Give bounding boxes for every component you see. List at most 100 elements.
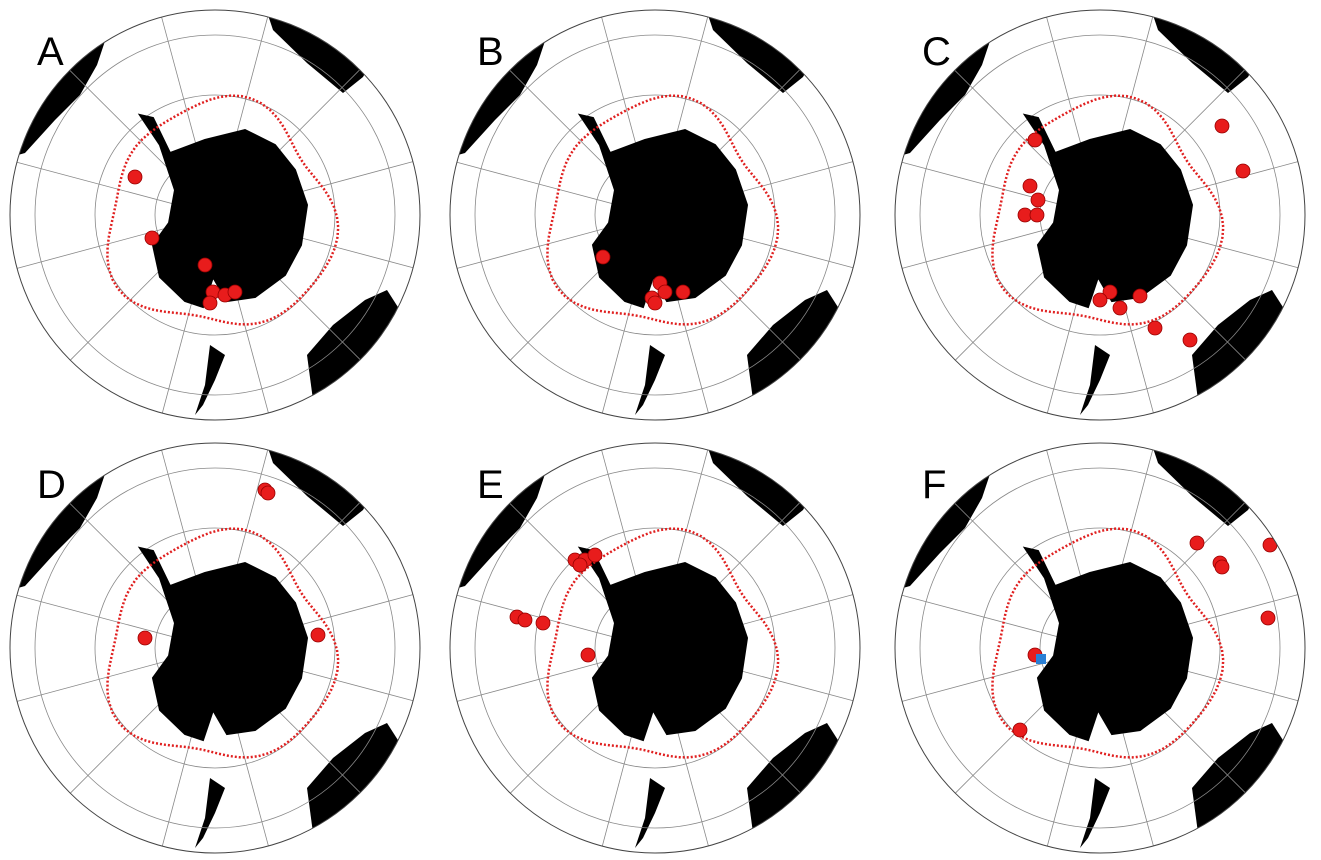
sighting <box>1189 535 1205 551</box>
panel-label: B <box>477 30 504 74</box>
panel-label: E <box>477 463 504 507</box>
landmass <box>703 443 830 526</box>
sighting <box>535 615 551 631</box>
landmass <box>195 778 225 848</box>
sighting <box>1030 192 1046 208</box>
landmass <box>450 10 560 160</box>
landmass <box>895 443 1005 593</box>
sighting <box>1132 288 1148 304</box>
landmass <box>10 443 120 593</box>
front-line <box>991 94 1225 326</box>
landmass <box>635 345 665 415</box>
map-panel: D <box>9 442 421 854</box>
sighting <box>197 257 213 273</box>
sighting <box>657 284 673 300</box>
sighting <box>310 627 326 643</box>
graticule <box>919 34 1281 396</box>
antarctica <box>137 113 309 309</box>
landmass <box>307 723 407 848</box>
landmass <box>747 290 847 415</box>
panel-label: F <box>922 463 946 507</box>
panel-label: D <box>37 463 66 507</box>
landmass <box>1148 10 1275 93</box>
landmass <box>10 10 120 160</box>
map-outline <box>894 442 1306 854</box>
sighting <box>1029 207 1045 223</box>
sighting <box>1260 610 1276 626</box>
graticule <box>979 527 1221 769</box>
antarctica <box>577 546 749 742</box>
sighting <box>1012 722 1028 738</box>
map-outline <box>894 9 1306 421</box>
front-line <box>106 94 340 326</box>
sighting <box>1112 300 1128 316</box>
graticule <box>919 467 1281 829</box>
sighting <box>595 249 611 265</box>
sighting <box>260 485 276 501</box>
sighting <box>647 295 663 311</box>
panel-label: C <box>922 30 951 74</box>
landmass <box>450 443 560 593</box>
sighting <box>227 284 243 300</box>
sighting <box>1235 163 1251 179</box>
graticule <box>34 34 396 396</box>
sighting <box>1102 284 1118 300</box>
landmass <box>747 723 847 848</box>
landmass <box>1080 345 1110 415</box>
sighting <box>1214 118 1230 134</box>
sighting <box>1262 537 1278 553</box>
sighting <box>127 169 143 185</box>
graticule <box>94 527 336 769</box>
landmass <box>895 10 1005 160</box>
front-line <box>546 527 780 759</box>
sighting <box>580 647 596 663</box>
sighting <box>1027 132 1043 148</box>
map-panel: A <box>9 9 421 421</box>
graticule <box>474 34 836 396</box>
sighting <box>675 284 691 300</box>
antarctica <box>137 546 309 742</box>
landmass <box>195 345 225 415</box>
map-panel: F <box>894 442 1306 854</box>
graticule <box>979 94 1221 336</box>
landmass <box>635 778 665 848</box>
landmass <box>263 10 390 93</box>
sighting <box>1092 292 1108 308</box>
map-outline <box>449 442 861 854</box>
sighting <box>1182 332 1198 348</box>
sighting <box>587 547 603 563</box>
antarctica <box>1022 546 1194 742</box>
landmass <box>1080 778 1110 848</box>
map-outline <box>9 442 421 854</box>
sighting <box>1147 320 1163 336</box>
front-line <box>106 527 340 759</box>
landmass <box>703 10 830 93</box>
landmass <box>1192 723 1292 848</box>
sighting <box>572 557 588 573</box>
landmass <box>263 443 390 526</box>
graticule <box>534 94 776 336</box>
map-panel: E <box>449 442 861 854</box>
graticule <box>34 467 396 829</box>
graticule <box>474 467 836 829</box>
panel-label: A <box>37 30 64 74</box>
sighting <box>1022 178 1038 194</box>
sighting <box>202 295 218 311</box>
antarctica <box>1022 113 1194 309</box>
sighting <box>1214 559 1230 575</box>
map-outline <box>9 9 421 421</box>
landmass <box>1148 443 1275 526</box>
sighting <box>144 230 160 246</box>
front-line <box>991 527 1225 759</box>
front-line <box>546 94 780 326</box>
sighting <box>517 612 533 628</box>
map-panel: C <box>894 9 1306 421</box>
map-panel: B <box>449 9 861 421</box>
landmass <box>307 290 407 415</box>
map-outline <box>449 9 861 421</box>
sighting-alt <box>1036 654 1046 664</box>
landmass <box>1192 290 1292 415</box>
antarctica <box>577 113 749 309</box>
graticule <box>534 527 776 769</box>
